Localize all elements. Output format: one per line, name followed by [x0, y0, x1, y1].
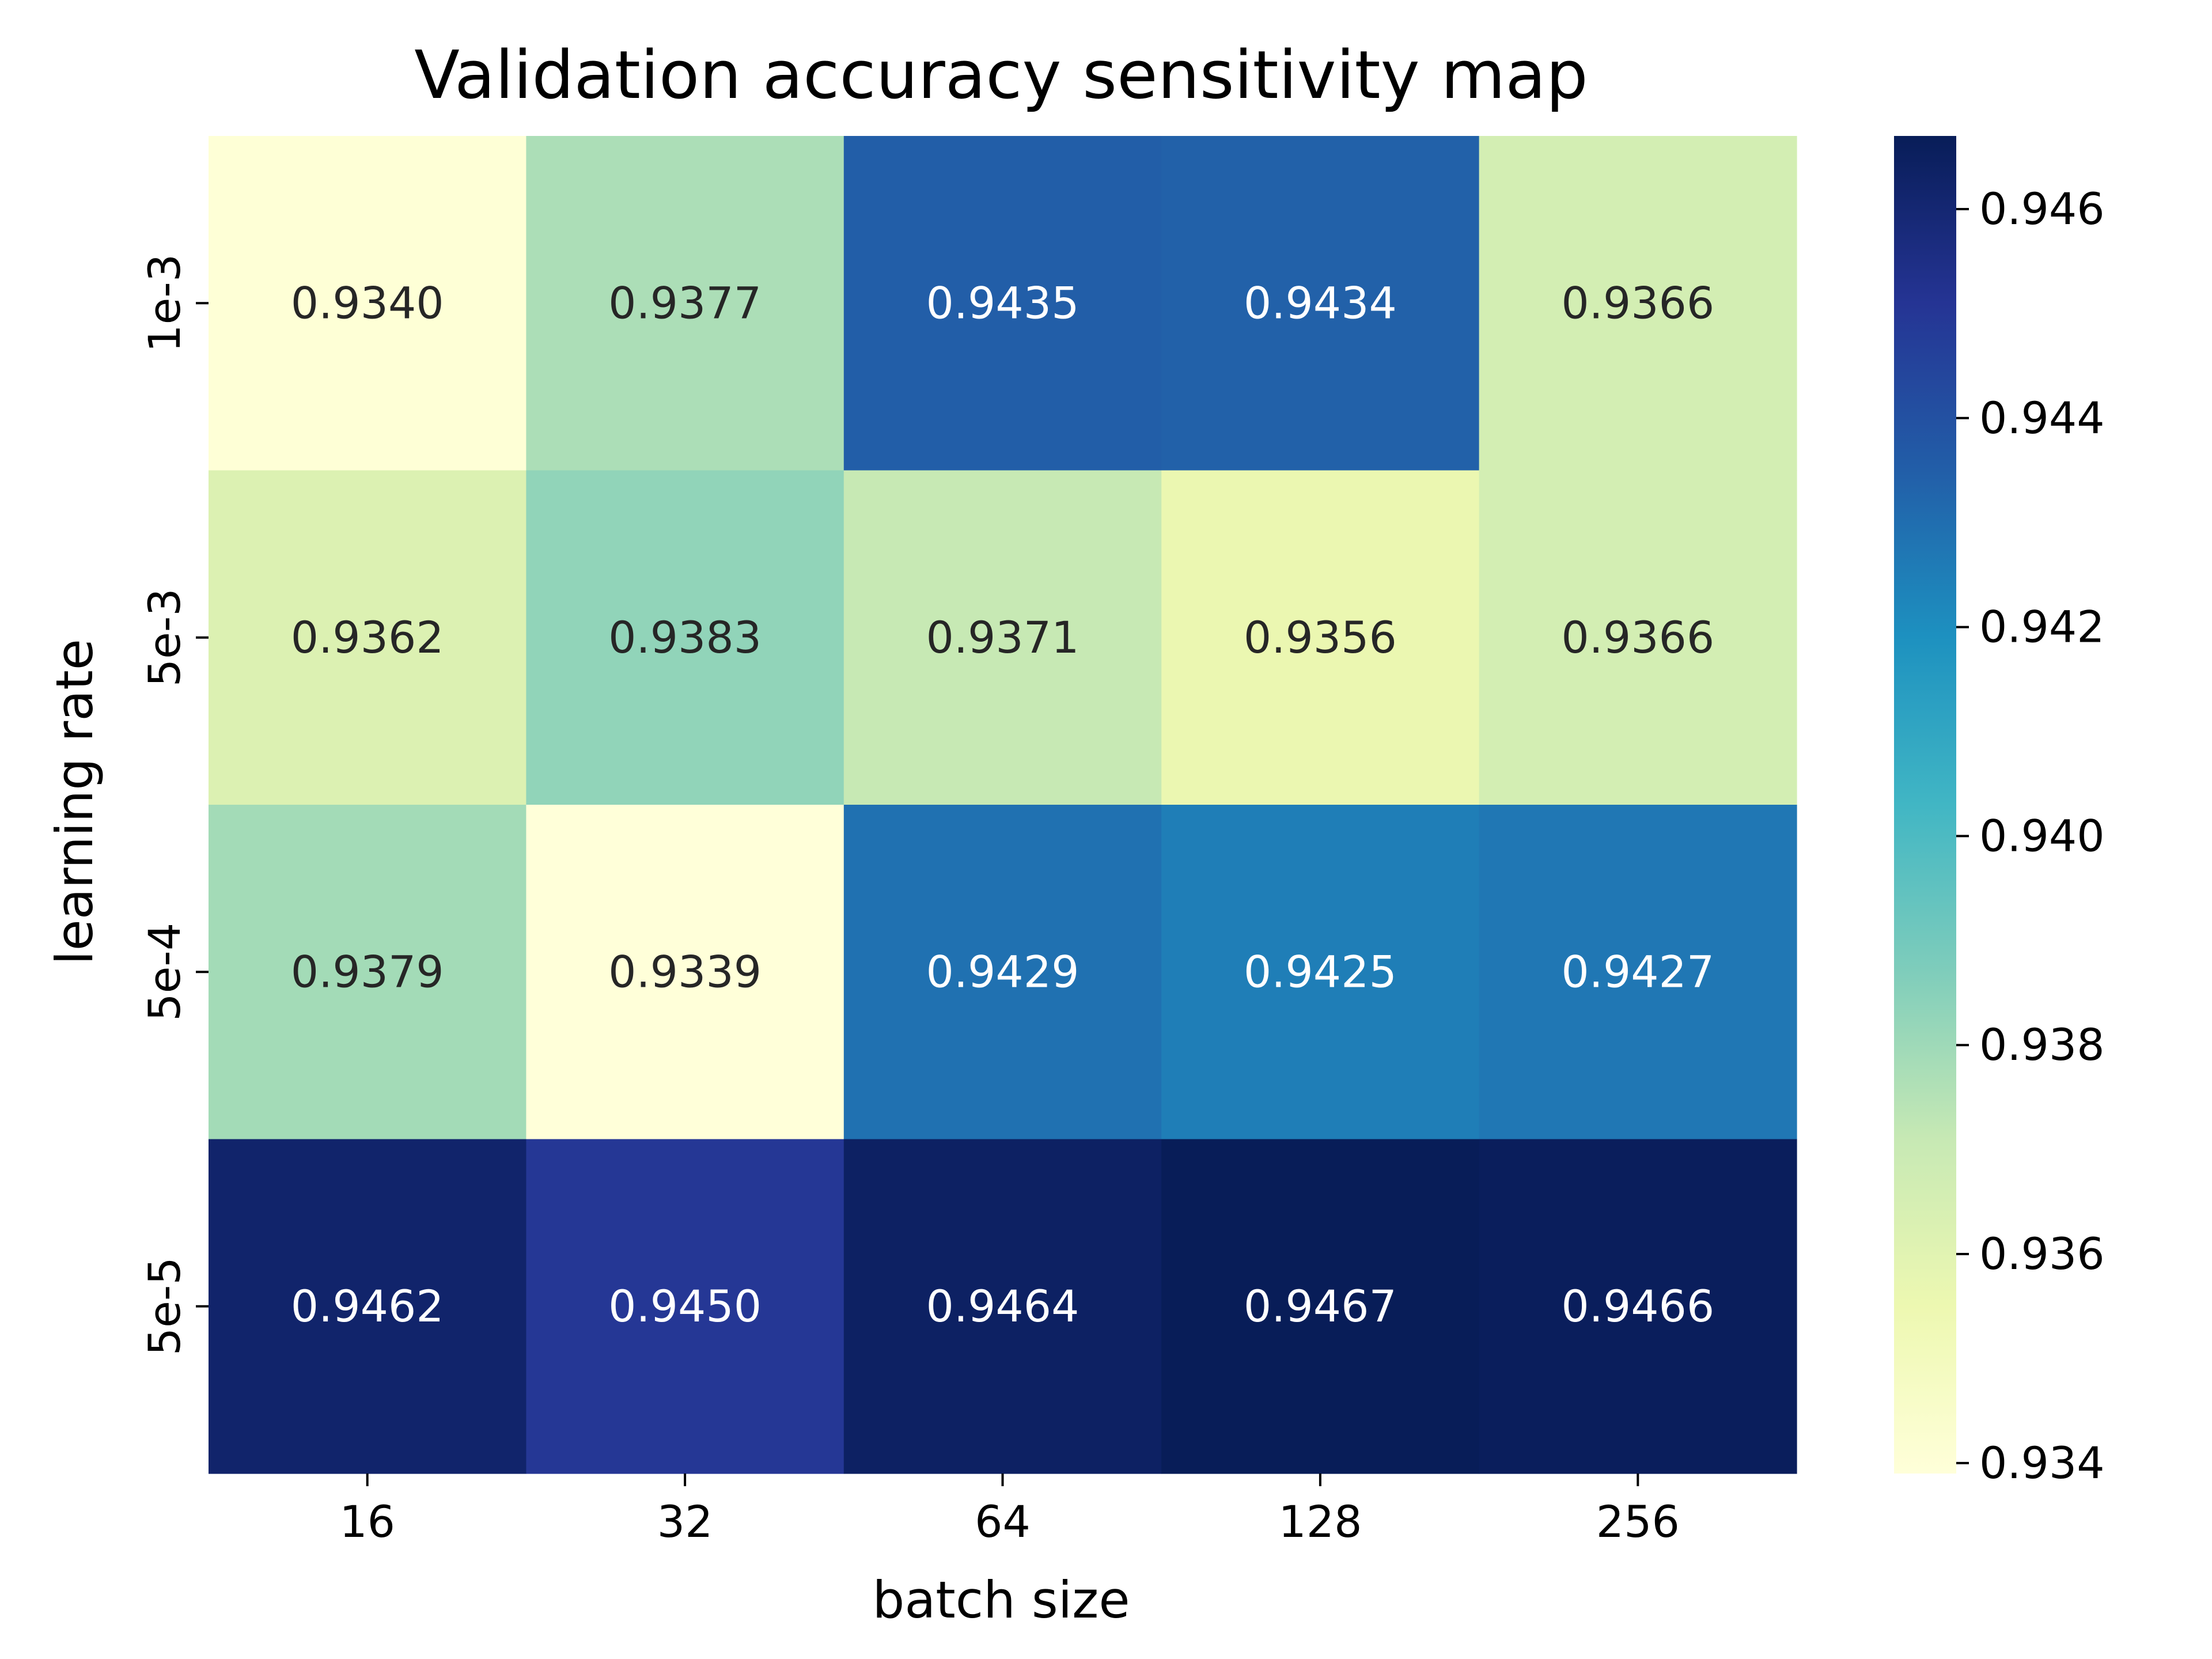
y-tick-label: 5e-3 — [139, 588, 190, 687]
cell-value-label: 0.9429 — [926, 946, 1080, 997]
heatmap-cell — [209, 470, 527, 805]
cell-value-label: 0.9466 — [1561, 1281, 1714, 1332]
heatmap-cell — [1479, 805, 1797, 1140]
colorbar-tick-label: 0.940 — [1979, 810, 2105, 861]
cell-value-label: 0.9362 — [291, 612, 444, 663]
heatmap-cell — [1161, 136, 1480, 471]
heatmap-cell — [526, 136, 844, 471]
cell-value-label: 0.9366 — [1561, 612, 1714, 663]
heatmap-cell — [209, 1139, 527, 1474]
colorbar-ticks: 0.934 0.936 0.938 0.940 0.942 0.944 0.946 — [1956, 183, 2105, 1488]
heatmap-cell — [843, 470, 1162, 805]
heatmap-cell — [843, 1139, 1162, 1474]
y-tick-label: 5e-5 — [139, 1257, 190, 1355]
y-axis-label: learning rate — [45, 639, 104, 965]
colorbar-tick-label: 0.946 — [1979, 183, 2105, 234]
heatmap-cell — [526, 470, 844, 805]
cell-value-label: 0.9425 — [1244, 946, 1397, 997]
x-axis-ticks: 16 32 64 128 256 — [339, 1474, 1680, 1547]
heatmap-cell — [1479, 136, 1797, 471]
chart-title: Validation accuracy sensitivity map — [414, 37, 1588, 114]
cell-value-label: 0.9356 — [1244, 612, 1397, 663]
cell-value-label: 0.9366 — [1561, 277, 1714, 328]
cell-value-label: 0.9462 — [291, 1281, 444, 1332]
heatmap-cell — [1479, 470, 1797, 805]
colorbar-tick-label: 0.942 — [1979, 601, 2105, 653]
colorbar-tick-label: 0.936 — [1979, 1228, 2105, 1279]
colorbar-tick-label: 0.938 — [1979, 1019, 2105, 1070]
x-axis-label: batch size — [872, 1570, 1130, 1630]
colorbar-tick-label: 0.944 — [1979, 392, 2105, 444]
heatmap-cell — [526, 1139, 844, 1474]
colorbar — [1894, 136, 1956, 1474]
cell-value-label: 0.9339 — [608, 946, 762, 997]
cell-value-label: 0.9377 — [608, 277, 762, 328]
heatmap-cell — [843, 805, 1162, 1140]
heatmap-cell — [1161, 470, 1480, 805]
x-tick-label: 32 — [657, 1496, 713, 1547]
x-tick-label: 256 — [1596, 1496, 1680, 1547]
cell-value-label: 0.9427 — [1561, 946, 1714, 997]
cell-value-label: 0.9467 — [1244, 1281, 1397, 1332]
y-tick-label: 1e-3 — [139, 254, 190, 353]
cell-value-label: 0.9379 — [291, 946, 444, 997]
cell-value-label: 0.9450 — [608, 1281, 762, 1332]
x-tick-label: 128 — [1278, 1496, 1362, 1547]
heatmap-cell — [1161, 1139, 1480, 1474]
heatmap-cells — [209, 136, 1797, 1474]
y-axis-ticks: 1e-3 5e-3 5e-4 5e-5 — [139, 254, 209, 1355]
heatmap-cell — [843, 136, 1162, 471]
heatmap-cell — [526, 805, 844, 1140]
x-tick-label: 16 — [339, 1496, 395, 1547]
heatmap-cell — [209, 136, 527, 471]
cell-value-label: 0.9435 — [926, 277, 1080, 328]
cell-value-label: 0.9383 — [608, 612, 762, 663]
colorbar-tick-label: 0.934 — [1979, 1437, 2105, 1488]
cell-value-label: 0.9340 — [291, 277, 444, 328]
cell-value-label: 0.9434 — [1244, 277, 1397, 328]
cell-value-label: 0.9464 — [926, 1281, 1080, 1332]
heatmap-cell — [1161, 805, 1480, 1140]
y-tick-label: 5e-4 — [139, 923, 190, 1021]
x-tick-label: 64 — [975, 1496, 1031, 1547]
heatmap-cell — [1479, 1139, 1797, 1474]
cell-value-label: 0.9371 — [926, 612, 1080, 663]
heatmap-cell — [209, 805, 527, 1140]
heatmap-cell-labels: 0.9340 0.9377 0.9435 0.9434 0.9366 0.9362 0.93… — [291, 277, 1715, 1332]
